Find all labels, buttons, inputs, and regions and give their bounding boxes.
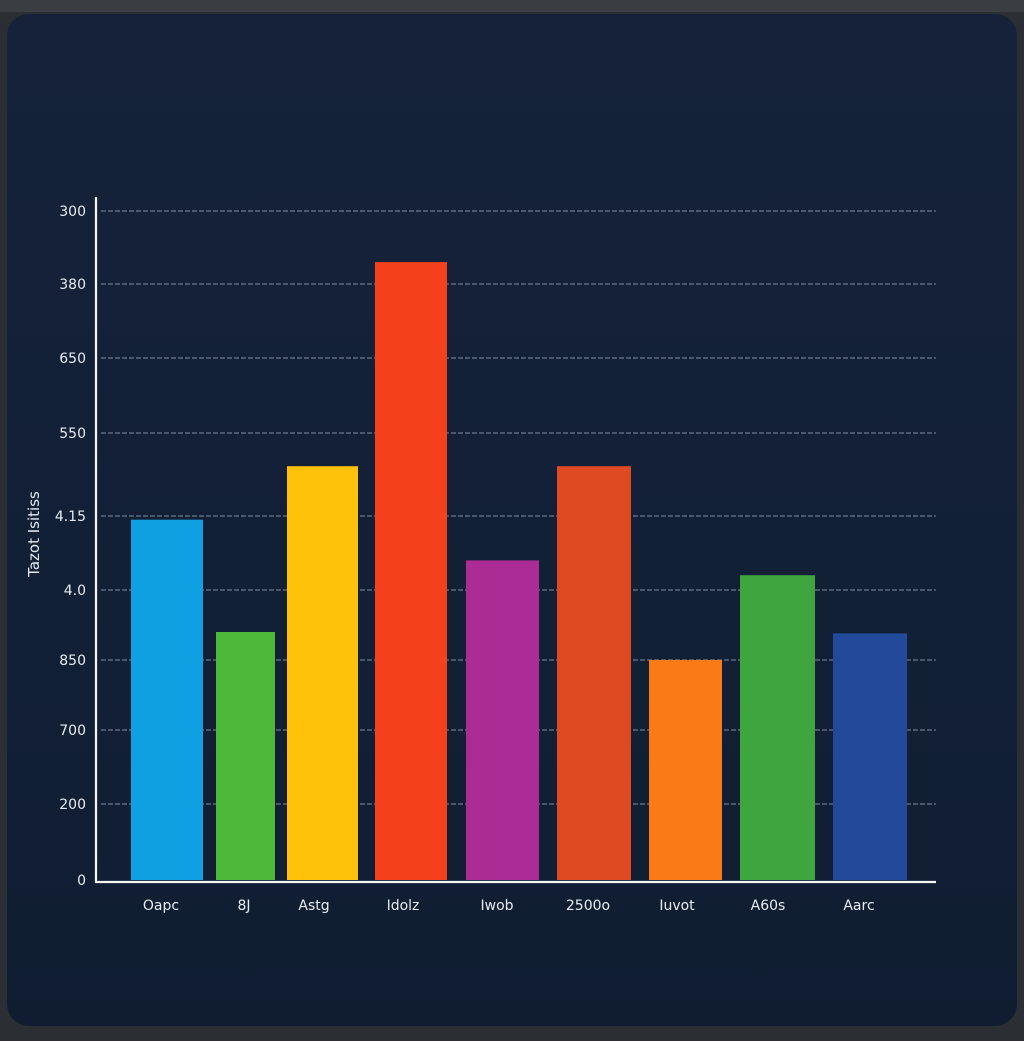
x-tick-label: Idolz xyxy=(387,898,420,914)
y-axis-label: Tazot Isitiss xyxy=(25,491,43,578)
x-tick-label: 8J xyxy=(237,898,250,914)
bar-3 xyxy=(287,466,358,880)
x-tick-label: Iwob xyxy=(480,898,513,914)
x-tick-labels: Oapc 8J Astg Idolz Iwob 2500o Iuvot A60s Aarc xyxy=(143,898,875,914)
y-tick-label: 300 xyxy=(59,204,86,220)
y-tick-label: 200 xyxy=(59,797,86,813)
y-tick-label: 650 xyxy=(59,351,86,367)
window-top-bar xyxy=(0,0,1024,12)
x-tick-label: A60s xyxy=(751,898,786,914)
bar-chart: 0 200 700 850 4.0 4.15 550 650 380 300 Oapc 8J Astg… xyxy=(25,197,936,914)
y-tick-labels: 0 200 700 850 4.0 4.15 550 650 380 300 xyxy=(55,204,86,889)
bar-2 xyxy=(216,632,275,880)
bar-9 xyxy=(833,633,907,880)
bar-4 xyxy=(375,262,447,881)
y-tick-label: 4.0 xyxy=(64,583,86,599)
bar-6 xyxy=(557,466,631,880)
y-tick-label: 550 xyxy=(59,426,86,442)
bar-8 xyxy=(740,575,815,880)
x-tick-label: Astg xyxy=(298,898,329,914)
x-tick-label: Aarc xyxy=(843,898,874,914)
bar-1 xyxy=(131,519,203,880)
y-tick-label: 700 xyxy=(59,723,86,739)
y-tick-label: 0 xyxy=(77,873,86,889)
bar-7 xyxy=(649,660,722,880)
y-tick-label: 850 xyxy=(59,653,86,669)
bars xyxy=(131,262,907,881)
x-tick-label: Iuvot xyxy=(659,898,695,914)
x-tick-label: 2500o xyxy=(566,898,610,914)
y-tick-label: 380 xyxy=(59,277,86,293)
y-tick-label: 4.15 xyxy=(55,509,86,525)
chart-card: 0 200 700 850 4.0 4.15 550 650 380 300 Oapc 8J Astg… xyxy=(7,14,1017,1026)
bar-5 xyxy=(466,560,539,880)
x-tick-label: Oapc xyxy=(143,898,179,914)
